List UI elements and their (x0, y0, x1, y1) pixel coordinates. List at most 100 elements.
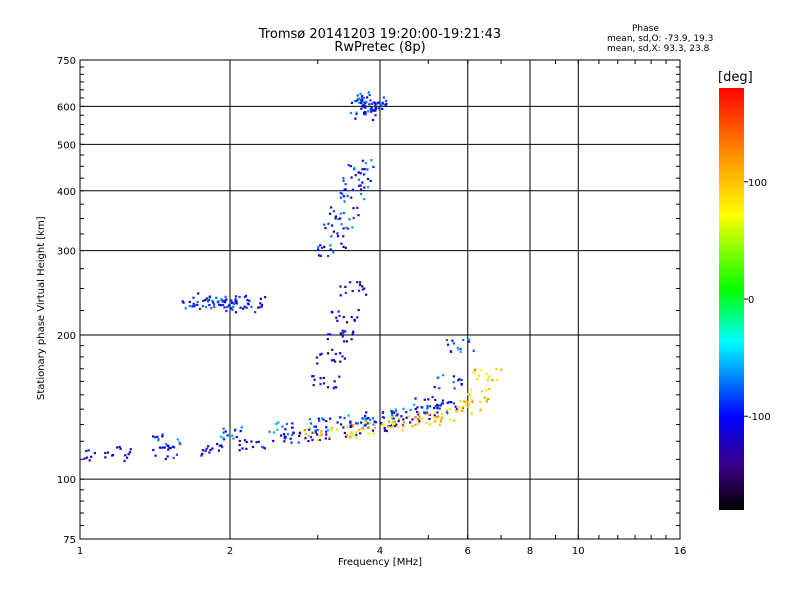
data-point (473, 369, 477, 372)
data-point (364, 421, 368, 425)
data-point (330, 429, 333, 432)
data-point (471, 400, 474, 403)
data-point (343, 431, 346, 435)
data-point (363, 111, 366, 114)
data-point (359, 184, 362, 187)
data-point (452, 375, 456, 378)
data-point (442, 374, 445, 377)
data-point (356, 94, 359, 97)
data-point (355, 433, 358, 436)
data-point (168, 447, 171, 450)
stats-title: Phase (632, 24, 659, 34)
data-point (446, 401, 449, 404)
data-point (350, 315, 353, 319)
data-point (213, 305, 216, 309)
data-point (391, 426, 394, 429)
data-point (373, 420, 376, 423)
data-point (483, 396, 486, 399)
data-point (215, 442, 219, 446)
data-point (436, 407, 439, 410)
data-point (191, 305, 194, 308)
data-point (223, 300, 227, 304)
data-point (433, 420, 437, 423)
x-tick-label: 2 (227, 546, 233, 557)
data-point (485, 400, 488, 403)
data-point (393, 424, 396, 428)
data-point (303, 428, 307, 432)
data-point (400, 415, 403, 418)
data-point (383, 426, 386, 430)
data-point (396, 425, 399, 429)
data-point (367, 91, 370, 94)
data-point (245, 306, 248, 309)
data-point (360, 427, 363, 430)
data-point (485, 398, 488, 401)
data-point (342, 211, 345, 215)
data-point (172, 456, 175, 460)
data-point (319, 383, 322, 386)
data-point (329, 417, 332, 420)
data-point (307, 439, 310, 443)
y-tick-label: 75 (63, 535, 76, 546)
data-point (330, 359, 334, 362)
x-tick-label: 4 (377, 546, 383, 557)
data-point (319, 435, 322, 438)
data-point (224, 299, 227, 302)
data-point (352, 216, 355, 220)
y-tick-label: 600 (57, 102, 76, 113)
data-point (337, 310, 340, 313)
data-point (328, 435, 331, 439)
data-point (336, 235, 340, 238)
data-point (457, 406, 460, 409)
data-point (361, 168, 364, 171)
data-point (359, 99, 362, 102)
data-point (368, 93, 371, 97)
data-point (262, 446, 265, 449)
data-point (436, 376, 439, 379)
data-point (172, 446, 176, 449)
data-point (372, 432, 375, 435)
data-point (441, 402, 444, 405)
data-point (390, 409, 393, 413)
data-point (349, 165, 352, 168)
data-point (179, 442, 182, 446)
data-point (363, 168, 366, 171)
data-point (381, 410, 385, 414)
data-point (417, 422, 420, 425)
data-point (428, 417, 431, 421)
data-point (446, 343, 450, 346)
data-point (346, 227, 350, 230)
data-point (351, 332, 354, 335)
data-point (343, 200, 346, 203)
data-point (456, 346, 459, 350)
data-point (258, 306, 261, 309)
data-point (330, 224, 334, 227)
data-point (461, 409, 464, 413)
data-point (339, 423, 343, 426)
data-point (232, 303, 236, 306)
stats-o-mode: mean, sd,O: -73.9, 19.3 (607, 34, 714, 44)
data-point (363, 197, 366, 201)
data-point (433, 416, 436, 419)
data-point (280, 434, 283, 437)
data-point (204, 449, 207, 453)
data-point (339, 416, 342, 419)
data-point (255, 441, 258, 444)
data-point (304, 437, 307, 440)
data-point (201, 304, 205, 308)
data-point (359, 188, 363, 191)
data-point (463, 400, 466, 403)
data-point (356, 281, 359, 284)
data-point (445, 408, 448, 412)
data-point (409, 408, 412, 412)
colorbar-tick-label: 100 (748, 178, 767, 189)
data-point (208, 295, 212, 299)
data-point (163, 446, 166, 449)
data-point (356, 316, 359, 319)
data-point (455, 407, 458, 411)
data-point (222, 427, 225, 430)
data-point (457, 379, 460, 382)
data-point (397, 419, 400, 423)
data-point (332, 230, 336, 233)
data-point (248, 299, 251, 302)
